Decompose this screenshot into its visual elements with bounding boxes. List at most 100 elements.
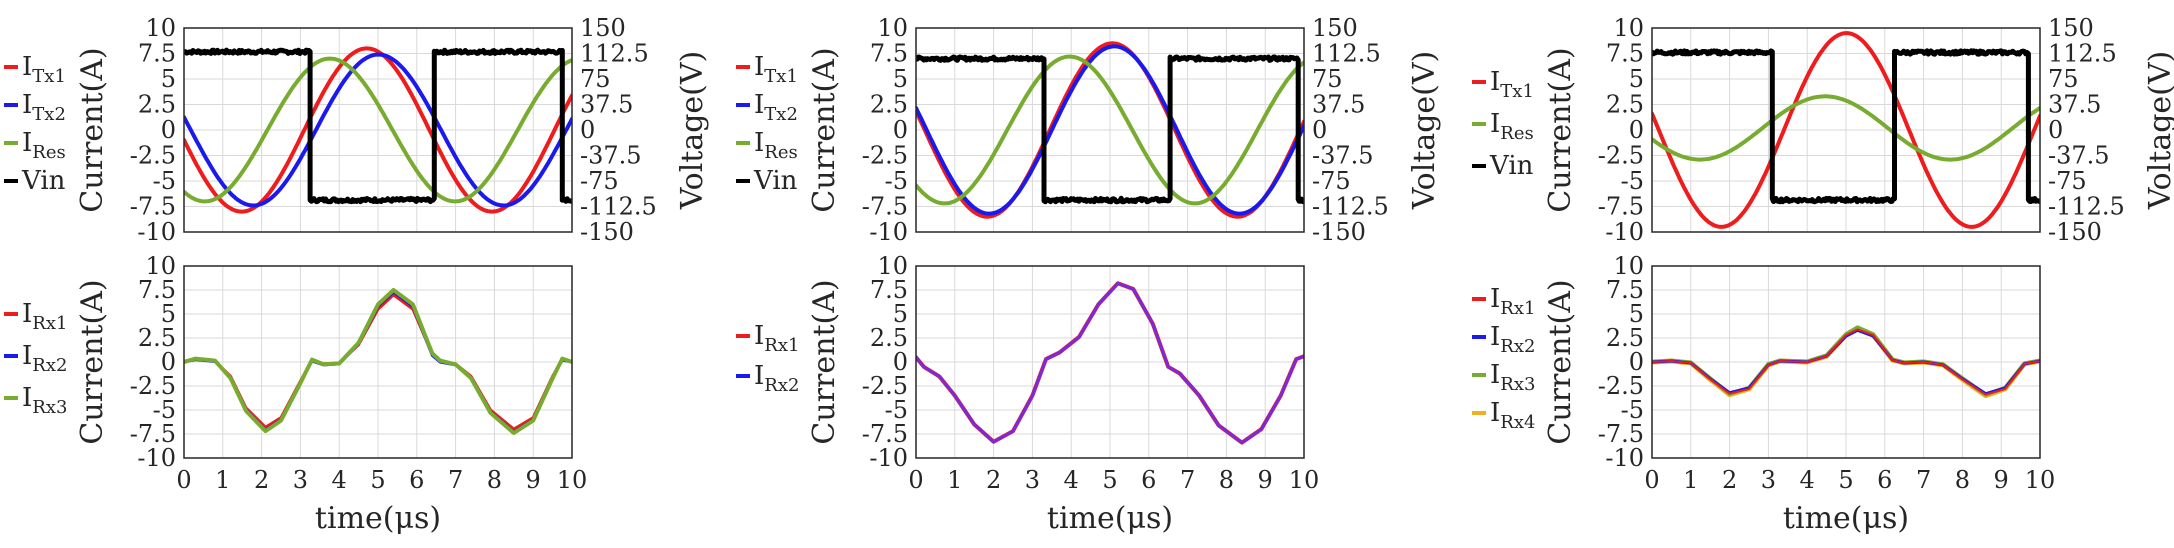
y-tick-label: -5	[885, 167, 908, 195]
legend-entry: IRx3	[22, 383, 67, 418]
x-tick-label: 3	[1025, 466, 1040, 494]
legend-base: I	[754, 128, 764, 158]
y-tick-label: 10	[877, 252, 908, 280]
legend-entry: IRx2	[754, 361, 799, 396]
y-tick-label: 0	[1629, 348, 1644, 376]
legend-subscript: Tx2	[764, 104, 798, 125]
x-tick-label: 0	[176, 466, 191, 494]
series-group	[916, 41, 1304, 219]
y-tick-label: 0	[161, 348, 176, 376]
legend-subscript: Res	[1500, 123, 1533, 144]
x-tick-label: 8	[1955, 466, 1970, 494]
x-tick-label: 3	[293, 466, 308, 494]
y2-axis-label: Voltage(V)	[1407, 51, 1442, 211]
series-line-2	[916, 54, 1304, 206]
x-tick-label: 1	[215, 466, 230, 494]
series-group	[916, 281, 1304, 445]
y-tick-label: 10	[145, 14, 176, 42]
y2-tick-label: 75	[580, 65, 611, 93]
series-line-3	[916, 54, 1304, 205]
y2-tick-label: 150	[580, 14, 626, 42]
x-tick-label: 9	[1994, 466, 2009, 494]
y2-tick-label: 0	[2048, 116, 2063, 144]
y-axis-label: Current(A)	[807, 47, 842, 212]
x-tick-label: 6	[409, 466, 424, 494]
y-tick-label: -5	[1621, 167, 1644, 195]
y2-tick-label: -112.5	[2048, 193, 2125, 221]
x-tick-label: 10	[2025, 466, 2056, 494]
x-tick-label: 1	[1683, 466, 1698, 494]
y2-tick-label: 112.5	[2048, 40, 2117, 68]
series-line-1	[916, 281, 1304, 445]
y2-tick-label: 0	[580, 116, 595, 144]
series-line-1	[184, 52, 572, 208]
legend-base: I	[754, 90, 764, 120]
y-tick-label: -10	[137, 444, 176, 472]
y-tick-label: -2.5	[130, 142, 176, 170]
y-tick-label: -10	[1605, 218, 1644, 246]
x-tick-label: 1	[947, 466, 962, 494]
legend-subscript: Rx1	[1500, 298, 1535, 319]
y2-tick-label: -150	[580, 218, 634, 246]
legend-base: I	[1490, 67, 1500, 97]
y-tick-label: 5	[1629, 300, 1644, 328]
y-tick-label: -7.5	[130, 193, 176, 221]
x-tick-label: 8	[487, 466, 502, 494]
y-tick-label: -7.5	[862, 420, 908, 448]
y-tick-label: 5	[1629, 65, 1644, 93]
legend-entry: Vin	[1489, 151, 1534, 181]
y-tick-label: 7.5	[1606, 276, 1644, 304]
y-tick-label: 0	[1629, 116, 1644, 144]
legend-subscript: Rx4	[1500, 412, 1535, 433]
series-group	[184, 288, 572, 435]
x-tick-label: 0	[1644, 466, 1659, 494]
x-axis-label: time(μs)	[1783, 501, 1909, 536]
chart-bottom-left: 107.552.50-2.5-5-7.5-100 1 2 3 4 5 6 7 8 9 10Curre…	[4, 252, 587, 536]
y2-axis-label: Voltage(V)	[2143, 51, 2174, 211]
x-axis-label: time(μs)	[1047, 501, 1173, 536]
y2-tick-label: -150	[1312, 218, 1366, 246]
y-tick-label: -10	[137, 218, 176, 246]
y-tick-label: 10	[877, 14, 908, 42]
x-tick-label: 9	[1258, 466, 1273, 494]
y2-axis-label: Voltage(V)	[675, 51, 710, 211]
plot-frame	[183, 27, 573, 233]
y-tick-label: 0	[161, 116, 176, 144]
plot-frame	[1651, 27, 2041, 233]
y-tick-label: 10	[1613, 252, 1644, 280]
y-axis-label: Current(A)	[75, 47, 110, 212]
x-tick-label: 9	[526, 466, 541, 494]
legend-base: I	[22, 52, 32, 82]
legend-entry: IRx1	[1490, 284, 1535, 319]
y2-tick-label: 112.5	[1312, 40, 1381, 68]
y2-tick-label: -150	[2048, 218, 2102, 246]
series-line-2	[184, 56, 572, 204]
y2-tick-label: -75	[2048, 167, 2087, 195]
y-tick-label: 7.5	[870, 276, 908, 304]
legend-subscript: Rx2	[1500, 336, 1535, 357]
x-tick-label: 5	[370, 466, 385, 494]
y-tick-label: 7.5	[138, 276, 176, 304]
x-tick-label: 5	[1838, 466, 1853, 494]
y-tick-label: -10	[869, 218, 908, 246]
y-axis-label: Current(A)	[75, 279, 110, 444]
plot-frame	[1651, 265, 2041, 459]
y2-tick-label: -112.5	[1312, 193, 1389, 221]
legend-subscript: Rx1	[32, 313, 67, 334]
y-tick-label: 0	[893, 116, 908, 144]
y-tick-label: 2.5	[870, 324, 908, 352]
legend-subscript: Tx1	[764, 66, 798, 87]
y-tick-label: -2.5	[862, 142, 908, 170]
y-tick-label: -2.5	[862, 372, 908, 400]
legend-base: I	[754, 321, 764, 351]
legend-entry: ITx1	[22, 52, 66, 87]
plot-frame	[915, 265, 1305, 459]
legend-entry: Vin	[753, 166, 798, 196]
plot-frame	[915, 27, 1305, 233]
series-line-2	[184, 288, 572, 435]
y-tick-label: 7.5	[870, 40, 908, 68]
legend-base: Vin	[753, 166, 798, 196]
y-tick-label: 2.5	[1606, 91, 1644, 119]
x-tick-label: 7	[448, 466, 463, 494]
